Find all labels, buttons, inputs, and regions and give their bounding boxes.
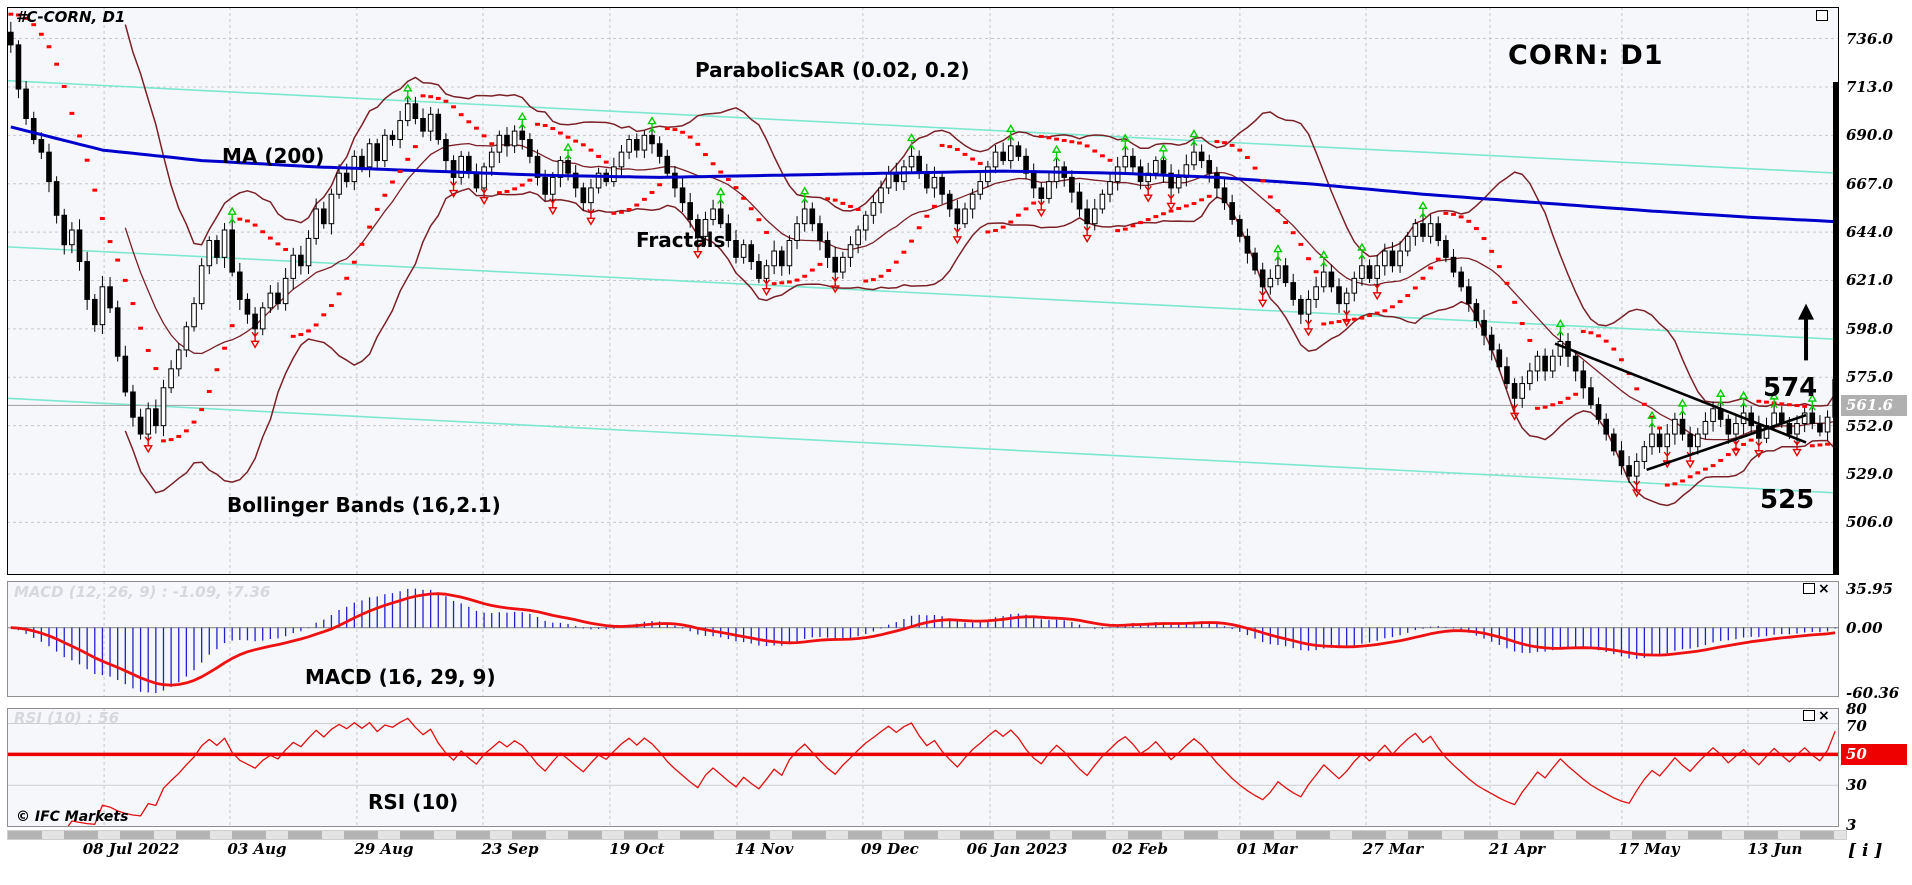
rsi-tick: 70 [1846, 717, 1867, 736]
rsi-tick: 80 [1846, 700, 1867, 718]
target-price-label: 574 [1763, 373, 1818, 403]
macd-tick: -60.36 [1846, 684, 1900, 703]
date-tick: 17 May [1618, 840, 1680, 858]
fractals-label: Fractals [636, 228, 726, 252]
date-tick: 27 Mar [1362, 840, 1424, 858]
rsi-label: RSI (10) [368, 790, 459, 814]
price-range-bar [1833, 82, 1838, 575]
ma-label: MA (200) [222, 144, 325, 168]
copyright-label: © IFC Markets [16, 809, 129, 825]
bollinger-label: Bollinger Bands (16,2.1) [227, 493, 501, 517]
macd-tick: 35.95 [1846, 579, 1893, 598]
price-tick: 598.0 [1846, 319, 1893, 338]
macd-tick: 0.00 [1846, 618, 1883, 637]
date-tick: 02 Feb [1111, 840, 1168, 858]
rsi-panel[interactable] [7, 708, 1839, 827]
main-panel-controls [1816, 10, 1828, 21]
date-tick: 21 Apr [1488, 840, 1546, 858]
price-tick: 667.0 [1846, 174, 1893, 193]
restore-icon[interactable] [1803, 710, 1815, 721]
macd-label: MACD (16, 29, 9) [305, 665, 496, 689]
main-chart-panel[interactable] [7, 7, 1839, 575]
date-tick: 06 Jan 2023 [966, 840, 1068, 858]
rsi-panel-controls: × [1803, 707, 1830, 724]
close-icon[interactable]: × [1818, 580, 1830, 597]
date-tick: 09 Dec [861, 840, 919, 858]
price-tick: 529.0 [1846, 465, 1893, 484]
rsi-watermark: RSI (10) : 56 [14, 709, 120, 727]
restore-icon[interactable] [1803, 583, 1815, 594]
date-tick: 23 Sep [481, 840, 539, 858]
price-tick: 506.0 [1846, 513, 1893, 532]
price-tick: 552.0 [1846, 416, 1893, 435]
price-tick: 690.0 [1846, 126, 1893, 145]
price-tick: 713.0 [1846, 77, 1893, 96]
restore-icon[interactable] [1816, 10, 1828, 21]
date-tick: 08 Jul 2022 [82, 840, 180, 858]
price-tick: 736.0 [1846, 29, 1893, 48]
info-button[interactable]: [ i ] [1848, 841, 1883, 861]
symbol-watermark: #C-CORN, D1 [16, 8, 126, 26]
price-tick: 575.0 [1846, 368, 1893, 387]
date-tick: 19 Oct [609, 840, 665, 858]
parabolic-sar-label: ParabolicSAR (0.02, 0.2) [695, 58, 970, 82]
date-tick: 13 Jun [1747, 840, 1803, 858]
price-tick: 621.0 [1846, 271, 1893, 290]
macd-watermark: MACD (12, 26, 9) : -1.09, -7.36 [14, 583, 271, 601]
price-tick: 644.0 [1846, 223, 1893, 242]
chart-title: CORN: D1 [1508, 40, 1664, 71]
date-tick: 03 Aug [227, 840, 287, 858]
close-icon[interactable]: × [1818, 707, 1830, 724]
date-tick: 14 Nov [734, 840, 794, 858]
rsi-tick: 3 [1846, 816, 1857, 834]
rsi-tick: 30 [1846, 776, 1867, 795]
date-tick: 29 Aug [354, 840, 414, 858]
rsi-level-badge: 50 [1841, 744, 1907, 765]
date-tick: 01 Mar [1236, 840, 1298, 858]
horizontal-scrollbar[interactable] [7, 830, 1847, 840]
support-price-label: 525 [1760, 485, 1815, 515]
macd-panel[interactable] [7, 581, 1839, 697]
current-price-badge: 561.6 [1841, 395, 1907, 416]
macd-panel-controls: × [1803, 580, 1830, 597]
